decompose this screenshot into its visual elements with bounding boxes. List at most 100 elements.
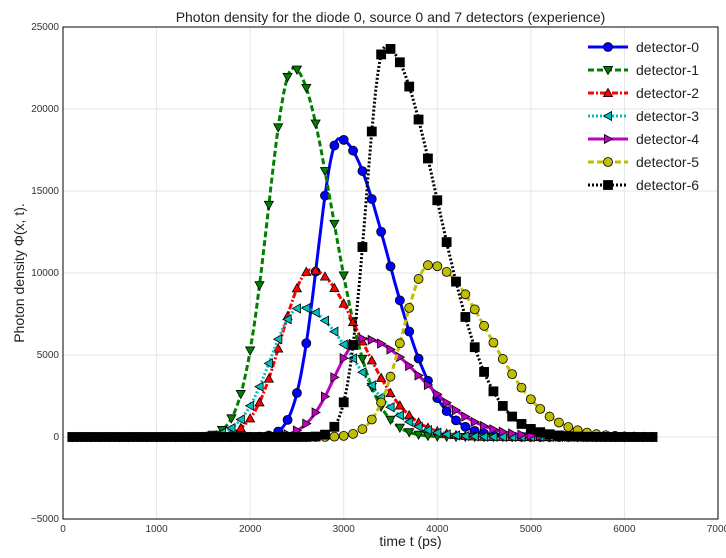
series-marker	[460, 430, 470, 442]
legend-label: detector-4	[636, 131, 699, 147]
series-marker	[451, 405, 462, 416]
series-marker	[348, 145, 358, 156]
series-marker	[404, 302, 415, 313]
series-marker	[460, 289, 471, 300]
series-marker	[67, 432, 78, 442]
series-marker	[310, 119, 321, 129]
series-marker	[377, 338, 387, 349]
series-marker	[385, 371, 396, 382]
legend-item: detector-3	[588, 108, 699, 124]
series-marker	[76, 432, 87, 442]
series-marker	[282, 432, 293, 442]
series-marker	[423, 153, 433, 164]
series-marker	[263, 200, 275, 211]
series-marker	[226, 432, 237, 442]
series-marker	[554, 430, 564, 441]
series-marker	[291, 65, 303, 75]
y-tick-label: 5000	[37, 350, 60, 361]
series-marker	[357, 424, 368, 435]
series-marker	[508, 428, 518, 439]
series-marker	[544, 411, 555, 422]
series-marker	[385, 387, 396, 398]
series-marker	[535, 403, 546, 414]
x-tick-label: 0	[60, 524, 66, 535]
legend-marker	[603, 157, 613, 167]
series-marker	[563, 422, 574, 432]
series-marker	[432, 261, 443, 272]
series-marker	[95, 432, 106, 442]
series-marker	[441, 429, 451, 440]
series-marker	[329, 219, 340, 230]
series-marker	[329, 326, 339, 337]
series-marker	[339, 353, 350, 364]
series-marker	[600, 432, 611, 442]
series-marker	[423, 379, 434, 391]
series-marker	[235, 414, 245, 425]
series-marker	[572, 431, 583, 442]
series-marker	[254, 432, 265, 442]
legend-label: detector-3	[636, 108, 699, 124]
chart-title: Photon density for the diode 0, source 0…	[176, 9, 606, 25]
series-marker	[263, 358, 273, 369]
series-marker	[535, 427, 546, 438]
series-marker	[413, 421, 423, 432]
series-marker	[245, 432, 256, 442]
plot-frame	[62, 26, 719, 520]
series-marker	[301, 266, 312, 276]
series-marker	[554, 417, 564, 428]
series-marker	[132, 432, 143, 442]
series-marker	[338, 271, 349, 281]
series-marker	[357, 242, 368, 252]
series-marker	[376, 226, 387, 237]
series-marker	[329, 140, 340, 151]
series-marker	[273, 123, 284, 133]
series-marker	[338, 339, 348, 350]
series-marker	[235, 432, 246, 442]
y-tick-label: −5000	[31, 514, 60, 525]
series-marker	[470, 416, 481, 428]
series-marker	[394, 57, 405, 68]
series-marker	[498, 426, 509, 437]
series-marker	[329, 431, 340, 442]
series-marker	[489, 424, 499, 435]
series-marker	[319, 167, 331, 177]
y-tick-label: 10000	[31, 268, 59, 279]
series-marker	[394, 295, 405, 306]
series-marker	[329, 421, 340, 432]
y-tick-label: 25000	[31, 22, 59, 33]
series-marker	[235, 422, 246, 433]
series-marker	[394, 400, 406, 410]
series-marker	[385, 415, 396, 426]
series-marker	[507, 369, 518, 380]
series-marker	[497, 401, 508, 411]
series-marker	[405, 360, 415, 372]
series-marker	[310, 307, 320, 318]
series-marker	[460, 312, 471, 322]
legend-label: detector-2	[636, 85, 699, 101]
series-marker	[413, 114, 424, 125]
series-marker	[310, 431, 321, 442]
series-marker	[394, 338, 405, 349]
x-tick-label: 1000	[145, 524, 168, 535]
series-marker	[479, 320, 489, 331]
legend-marker	[602, 66, 614, 76]
legend-label: detector-5	[636, 154, 699, 170]
series-marker	[413, 274, 424, 284]
series-marker	[114, 432, 125, 442]
ticks: 01000200030004000500060007000−5000050001…	[31, 22, 726, 535]
series-marker	[179, 432, 190, 442]
series-marker	[525, 394, 536, 405]
series-marker	[488, 386, 499, 397]
series-marker	[591, 431, 602, 442]
series-marker	[254, 281, 265, 291]
series-marker	[330, 372, 340, 383]
series-marker	[423, 260, 433, 271]
series-marker	[480, 420, 490, 432]
x-tick-label: 3000	[333, 524, 356, 535]
series-marker	[123, 432, 134, 442]
legend-marker	[603, 180, 613, 190]
series-marker	[235, 390, 246, 400]
